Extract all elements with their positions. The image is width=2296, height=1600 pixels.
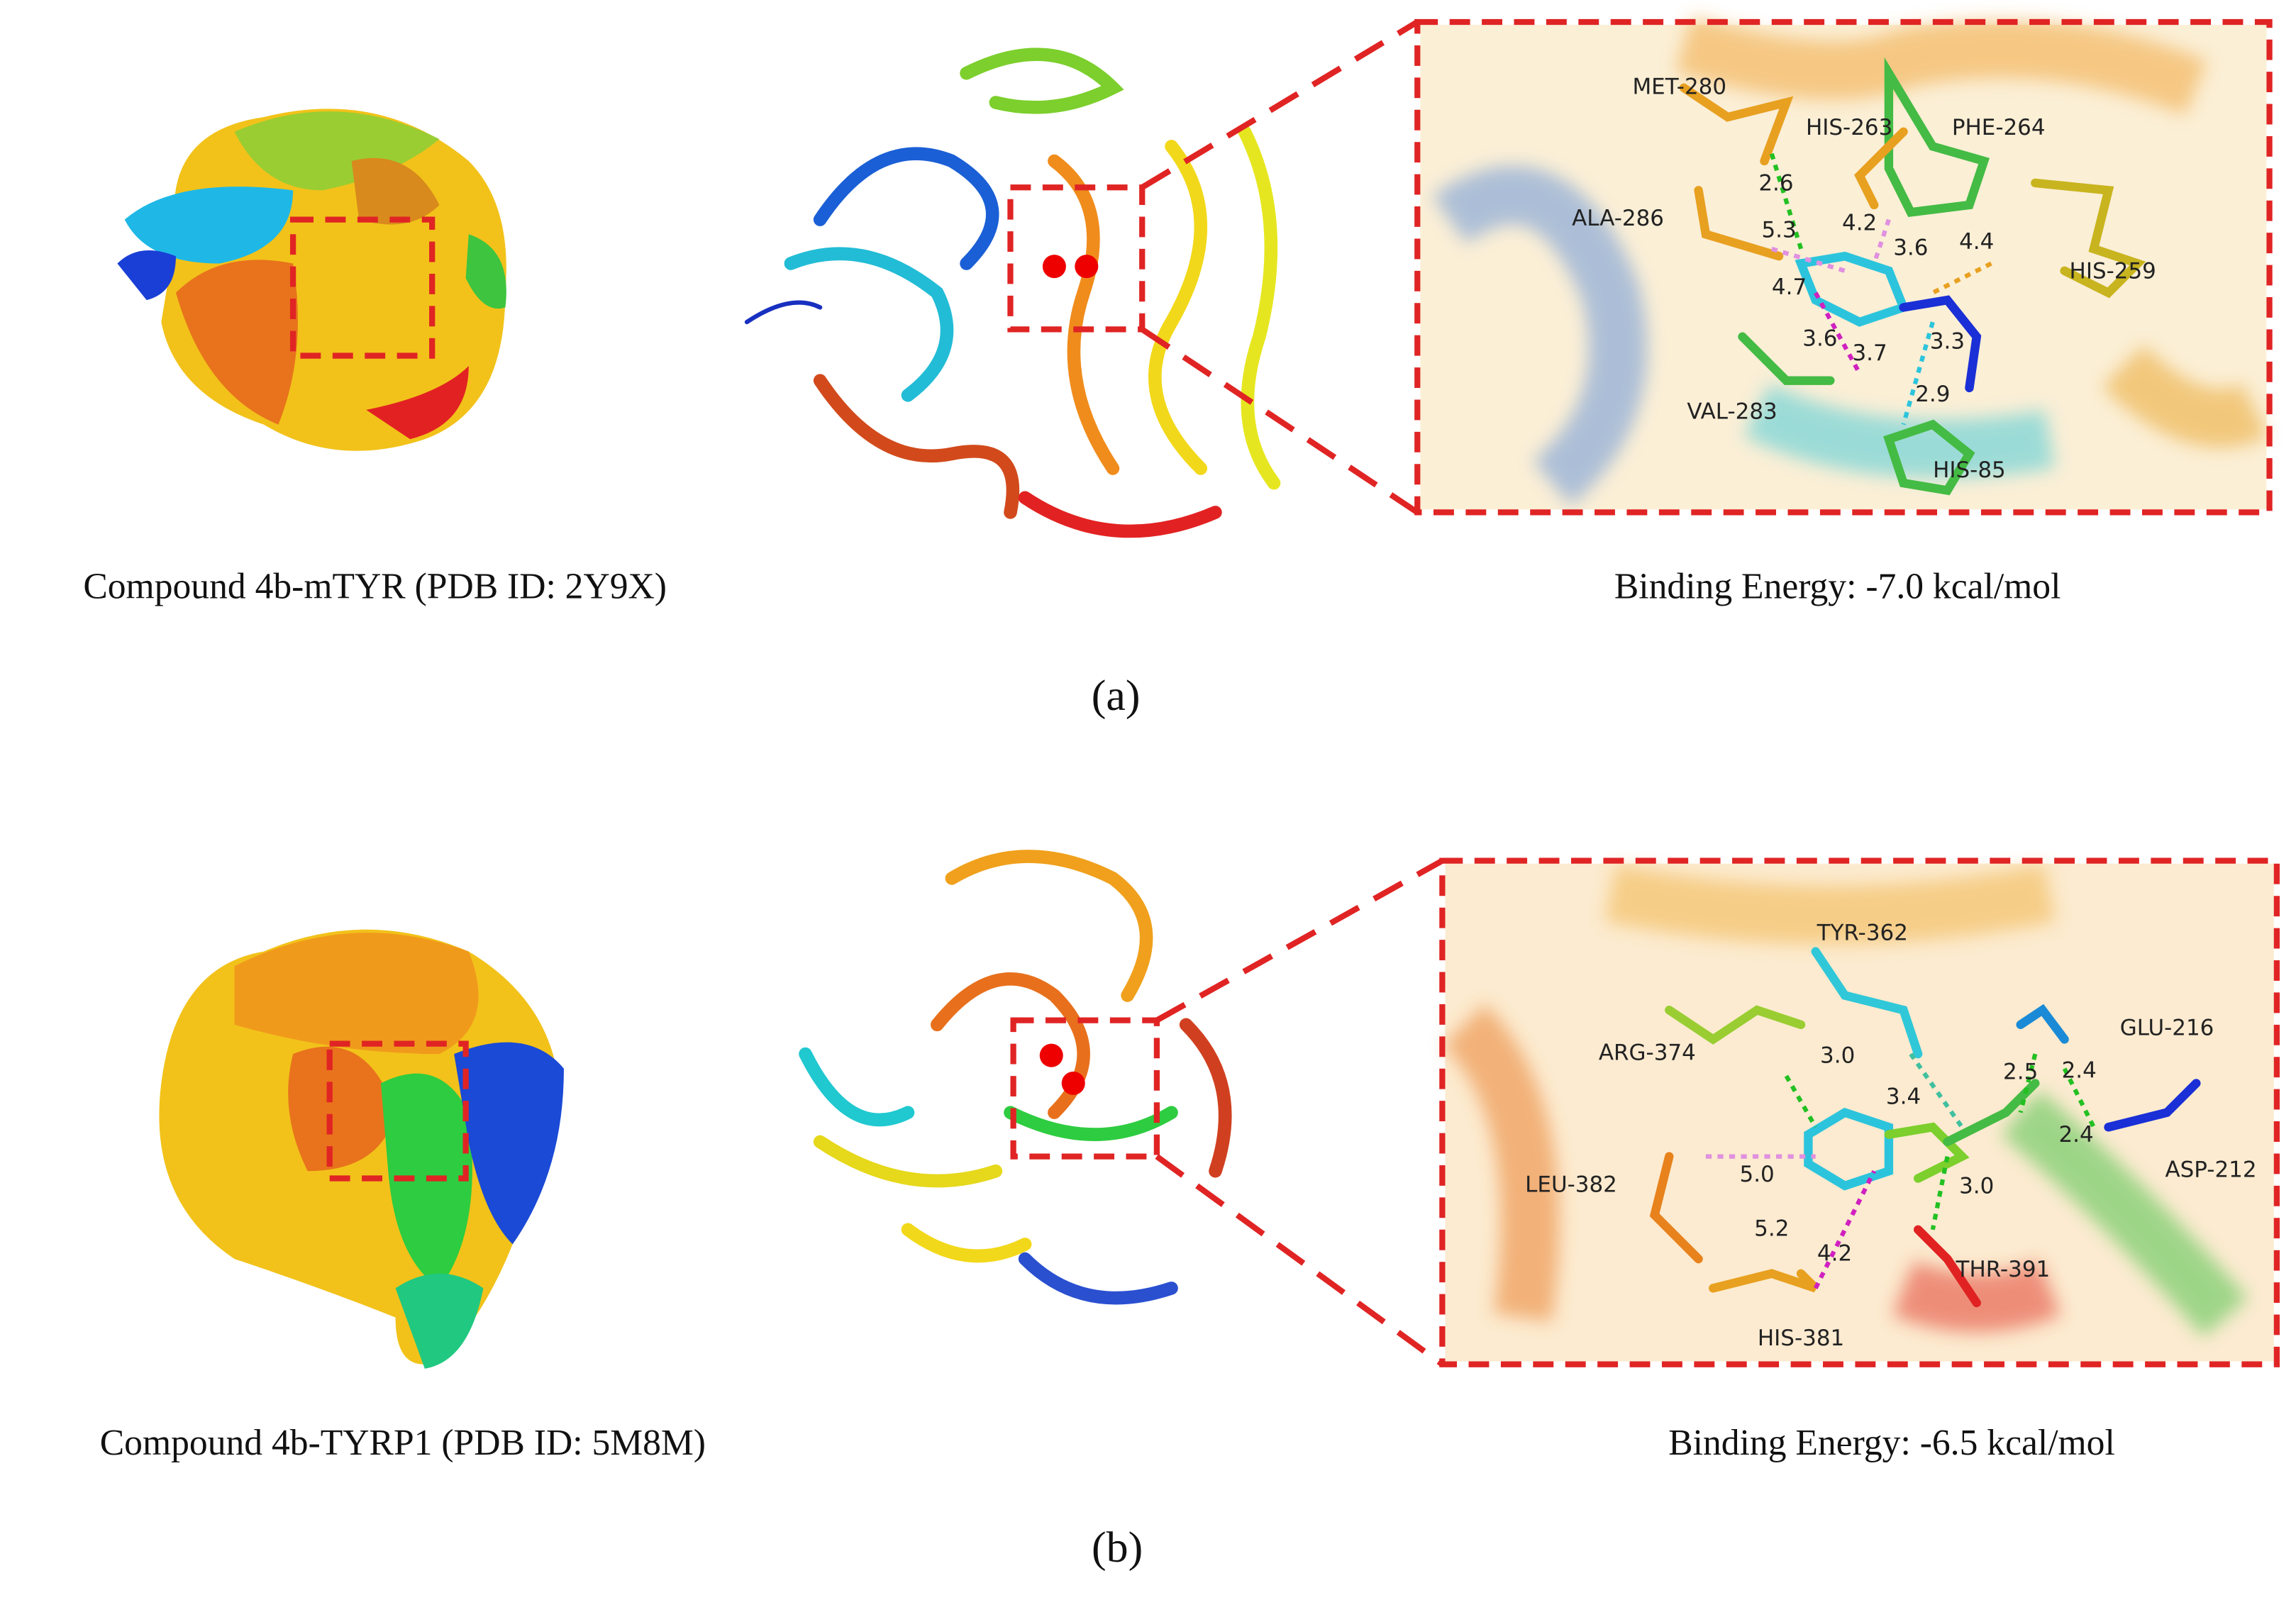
residue-label: TYR-362 bbox=[1817, 920, 1908, 945]
distance-label: 2.6 bbox=[1758, 171, 1793, 196]
distance-label: 3.7 bbox=[1852, 340, 1887, 366]
residue-label: HIS-85 bbox=[1933, 457, 2006, 483]
residue-label: ASP-212 bbox=[2165, 1157, 2256, 1183]
residue-label: HIS-263 bbox=[1806, 115, 1892, 140]
residue-label: THR-391 bbox=[1956, 1257, 2051, 1282]
binding-site-view bbox=[1420, 16, 2268, 510]
residue-label: ALA-286 bbox=[1572, 206, 1664, 231]
protein-surface bbox=[117, 109, 506, 451]
panel-label: (a) bbox=[1092, 672, 1141, 720]
residue-label: HIS-259 bbox=[2070, 258, 2156, 284]
distance-label: 2.9 bbox=[1915, 382, 1950, 407]
zoom-boxes bbox=[289, 18, 2280, 1367]
panel-label: (b) bbox=[1092, 1523, 1143, 1572]
distance-label: 4.7 bbox=[1772, 274, 1807, 300]
residue-label: PHE-264 bbox=[1952, 115, 2046, 140]
caption: Compound 4b-TYRP1 (PDB ID: 5M8M) bbox=[100, 1423, 706, 1463]
distance-label: 4.2 bbox=[1817, 1240, 1852, 1266]
residue-label: MET-280 bbox=[1632, 74, 1726, 99]
residue-label: HIS-381 bbox=[1758, 1326, 1844, 1351]
binding-site-view bbox=[1443, 863, 2274, 1362]
protein-ribbon bbox=[744, 48, 1281, 538]
binding-energy: Binding Energy: -6.5 kcal/mol bbox=[1668, 1423, 2115, 1463]
distance-label: 5.0 bbox=[1740, 1162, 1775, 1187]
distance-label: 2.4 bbox=[2058, 1122, 2093, 1148]
distance-label: 3.0 bbox=[1820, 1043, 1855, 1069]
caption: Compound 4b-mTYR (PDB ID: 2Y9X) bbox=[83, 567, 667, 607]
distance-label: 2.5 bbox=[2003, 1059, 2038, 1084]
residue-label: ARG-374 bbox=[1599, 1040, 1696, 1066]
binding-energy: Binding Energy: -7.0 kcal/mol bbox=[1614, 567, 2061, 607]
residue-label: LEU-382 bbox=[1525, 1172, 1617, 1197]
residue-label: VAL-283 bbox=[1687, 399, 1777, 425]
labels: Compound 4b-mTYR (PDB ID: 2Y9X) Binding E… bbox=[83, 74, 2256, 1572]
residue-label: GLU-216 bbox=[2120, 1016, 2214, 1041]
distance-label: 3.6 bbox=[1893, 235, 1928, 260]
distance-label: 2.4 bbox=[2062, 1057, 2097, 1083]
distance-label: 3.3 bbox=[1930, 328, 1965, 354]
protein-ribbon bbox=[799, 850, 1232, 1305]
distance-label: 3.6 bbox=[1802, 326, 1837, 351]
distance-label: 3.0 bbox=[1959, 1173, 1994, 1199]
protein-surface bbox=[159, 929, 564, 1369]
distance-label: 5.2 bbox=[1754, 1216, 1789, 1241]
distance-label: 4.2 bbox=[1842, 210, 1877, 235]
distance-label: 4.4 bbox=[1959, 229, 1994, 255]
distance-label: 3.4 bbox=[1886, 1084, 1921, 1110]
distance-label: 5.3 bbox=[1761, 218, 1796, 243]
